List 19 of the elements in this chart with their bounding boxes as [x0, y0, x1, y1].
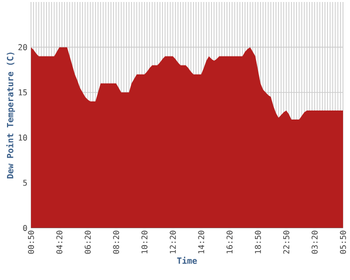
x-tick-label: 00:50 [28, 230, 34, 254]
x-tick-label: 12:20 [170, 230, 176, 254]
x-tick-label: 06:20 [84, 230, 91, 254]
y-axis-title: Dew Point Temperature (C) [6, 52, 15, 178]
x-tick-label: 05:50 [340, 230, 346, 254]
x-tick-label: 18:50 [254, 230, 261, 254]
y-tick-label: 5 [23, 180, 27, 186]
x-tick-label: 03:20 [312, 230, 318, 254]
y-tick-label: 15 [18, 89, 27, 96]
y-tick-label: 20 [18, 44, 27, 50]
x-tick-label: 08:20 [113, 230, 120, 254]
x-tick-label: 22:50 [283, 230, 290, 254]
y-tick-label: 10 [18, 134, 27, 141]
x-axis-title: Time [177, 256, 197, 264]
x-tick-label: 14:20 [198, 230, 204, 254]
x-tick-label: 16:20 [226, 230, 233, 254]
x-tick-label: 10:20 [141, 230, 148, 254]
y-tick-label: 0 [23, 224, 27, 232]
x-tick-label: 04:20 [56, 230, 62, 254]
